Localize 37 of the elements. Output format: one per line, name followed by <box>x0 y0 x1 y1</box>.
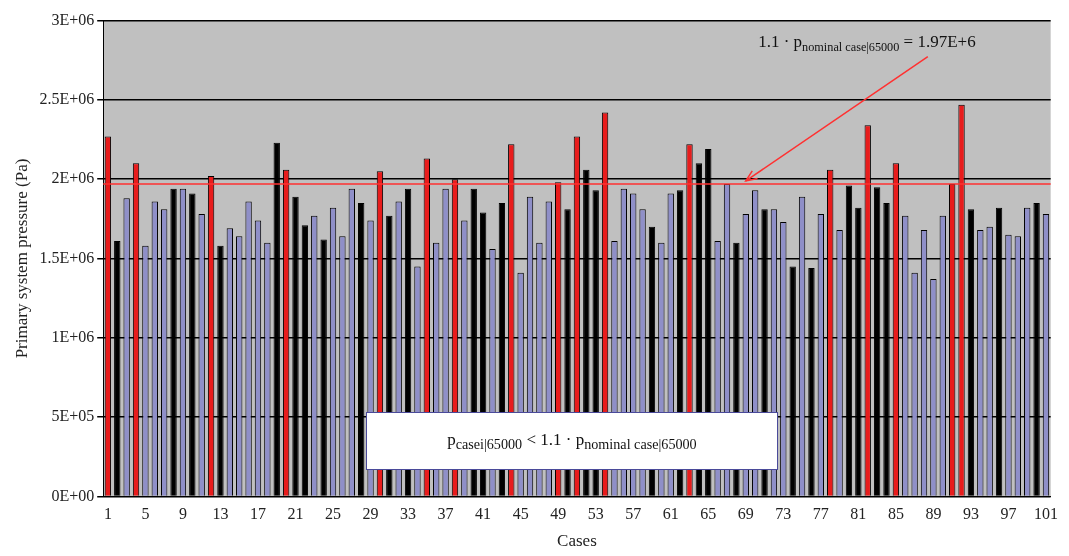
y-tick-label: 2.5E+06 <box>39 90 95 108</box>
y-tick-label: 1.5E+06 <box>39 248 95 266</box>
x-tick-label: 45 <box>512 505 529 523</box>
note-box: p$_{casei|65000}$ < 1.1 · p$_{nominal case|65000}$ <box>365 412 778 471</box>
x-tick-label: 29 <box>362 505 379 523</box>
x-tick-label: 69 <box>737 505 754 523</box>
y-tick-label: 2E+06 <box>51 169 95 187</box>
x-tick-label: 97 <box>1000 505 1017 523</box>
x-tick-label: 9 <box>178 505 187 523</box>
y-tick-label: 0E+00 <box>51 486 95 504</box>
y-tick-label: 5E+05 <box>51 407 95 425</box>
y-tick-label: 1E+06 <box>51 328 95 345</box>
x-tick-label: 1 <box>103 505 112 523</box>
x-tick-label: 25 <box>325 505 342 523</box>
x-axis-title: Cases <box>557 531 597 551</box>
x-tick-label: 5 <box>141 505 150 523</box>
x-tick-label: 81 <box>850 505 867 523</box>
x-tick-label: 89 <box>925 505 942 523</box>
x-tick-label: 65 <box>700 505 717 523</box>
x-tick-label: 77 <box>812 505 829 523</box>
x-tick-label: 37 <box>437 505 454 523</box>
annotation: p$_{casei|65000}$ < 1.1 · p$_{nominal case|65000}$ <box>447 429 697 454</box>
x-tick-label: 61 <box>662 505 679 523</box>
x-tick-label: 93 <box>962 505 979 523</box>
x-tick-label: 17 <box>249 505 266 523</box>
y-tick-label: 3E+06 <box>51 10 95 28</box>
x-tick-label: 73 <box>775 505 792 523</box>
x-tick-label: 13 <box>212 505 229 523</box>
y-axis-title: Primary system pressure (Pa) <box>11 158 31 359</box>
x-tick-label: 33 <box>400 505 417 523</box>
x-tick-label: 57 <box>625 505 642 523</box>
x-tick-label: 41 <box>475 505 492 523</box>
x-tick-label: 21 <box>287 505 304 523</box>
x-tick-label: 49 <box>550 505 567 523</box>
x-tick-label: 53 <box>587 505 604 523</box>
x-tick-label: 101 <box>1033 505 1058 523</box>
x-tick-label: 85 <box>887 505 904 523</box>
